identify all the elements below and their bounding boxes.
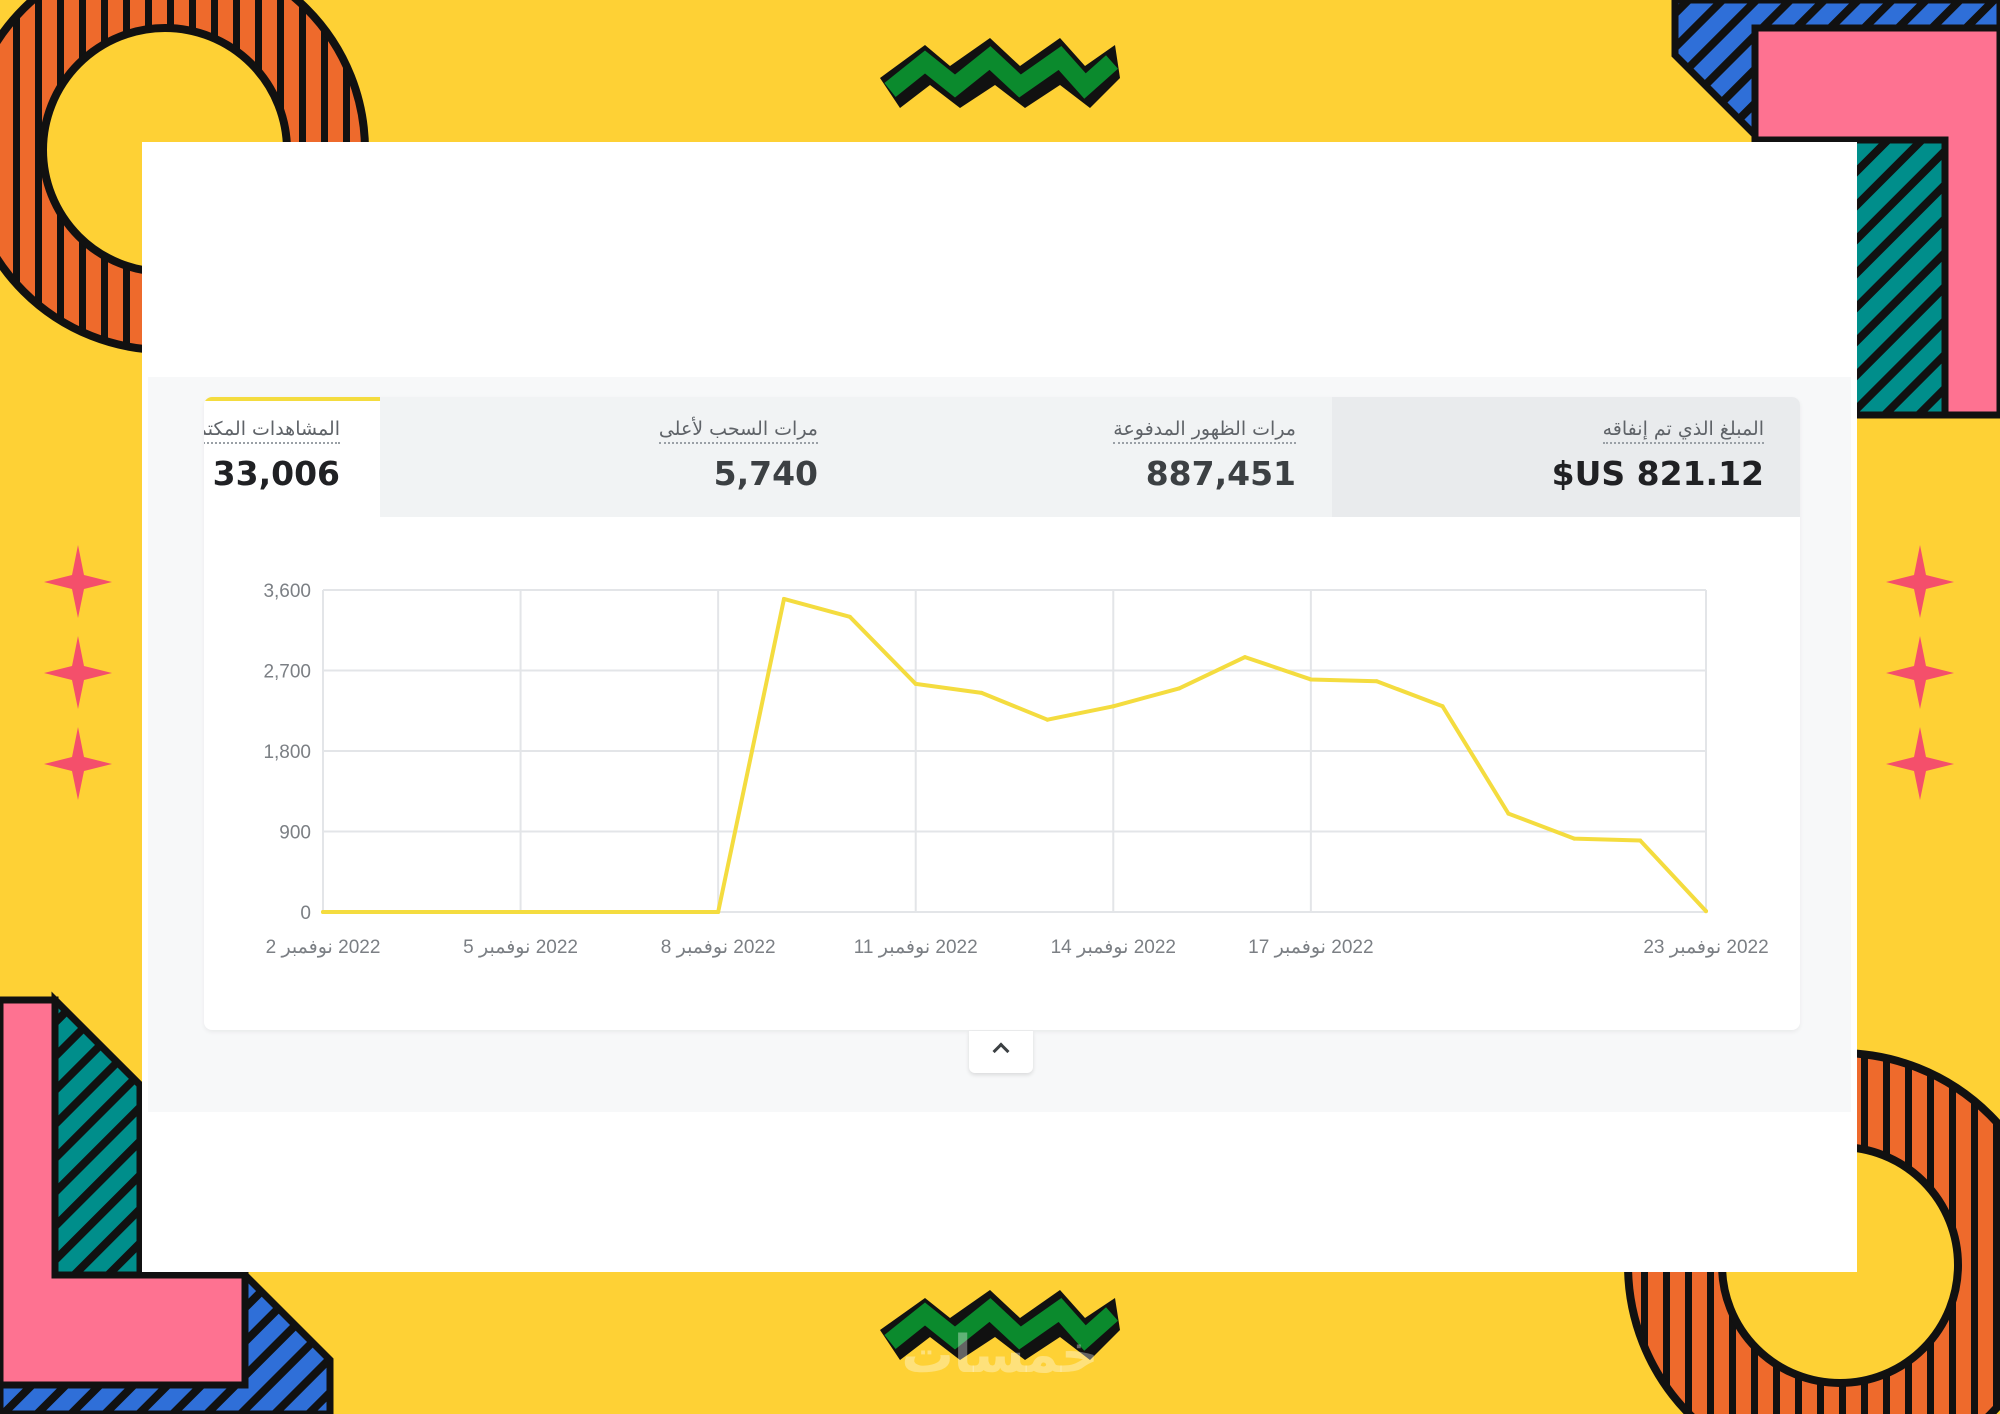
- data-point: [1704, 909, 1708, 914]
- data-point: [1374, 679, 1379, 684]
- data-point: [1506, 811, 1511, 816]
- tab-completed-views-label: المشاهدات المكتملة: [204, 418, 340, 444]
- l-shape-decoration-top-right: [1671, 0, 2000, 419]
- data-point: [321, 910, 325, 914]
- watermark-text: خمسات: [901, 1325, 1099, 1385]
- y-tick-label: 900: [279, 823, 311, 844]
- data-point: [716, 910, 721, 914]
- data-point: [1638, 838, 1643, 843]
- tab-completed-views[interactable]: المشاهدات المكتملة 33,006: [204, 397, 380, 517]
- metrics-card: المشاهدات المكتملة 33,006 مرات السحب لأع…: [204, 397, 1800, 1030]
- tab-amount-spent[interactable]: المبلغ الذي تم إنفاقه $US 821.12: [1332, 397, 1800, 517]
- y-tick-label: 3,600: [263, 581, 311, 602]
- data-point: [1111, 704, 1116, 709]
- x-tick-label: 2022 نوفمبر 8: [661, 937, 776, 958]
- sparkle-decorations-right: [1886, 545, 1954, 800]
- chevron-up-icon: [992, 1042, 1010, 1060]
- data-point: [518, 910, 523, 914]
- x-tick-label: 2022 نوفمبر 17: [1248, 937, 1373, 958]
- line-chart: 3,600 2,700 1,800 900 0 2022 نوفمبر 2 2022 نوف…: [263, 581, 1768, 958]
- data-point: [1440, 704, 1445, 709]
- tab-amount-spent-label: المبلغ الذي تم إنفاقه: [1602, 418, 1764, 444]
- data-point: [1177, 686, 1182, 691]
- tab-swipe-ups[interactable]: مرات السحب لأعلى 5,740: [380, 397, 854, 517]
- data-point: [1572, 836, 1577, 841]
- sparkle-decorations-left: [44, 545, 112, 800]
- x-tick-label: 2022 نوفمبر 23: [1643, 937, 1768, 958]
- tab-completed-views-value: 33,006: [212, 454, 340, 493]
- series-line: [321, 596, 1708, 914]
- x-tick-label: 2022 نوفمبر 14: [1051, 937, 1176, 958]
- data-point: [1308, 677, 1313, 682]
- data-point: [1045, 717, 1050, 722]
- data-point: [650, 910, 655, 914]
- tab-paid-impressions[interactable]: مرات الظهور المدفوعة 887,451: [854, 397, 1332, 517]
- tab-paid-impressions-label: مرات الظهور المدفوعة: [1113, 418, 1296, 444]
- data-point: [979, 690, 984, 695]
- zigzag-decoration-bottom: [880, 1290, 1120, 1360]
- tab-swipe-ups-label: مرات السحب لأعلى: [658, 418, 818, 444]
- data-point: [452, 910, 457, 914]
- y-tick-label: 2,700: [263, 662, 311, 683]
- tab-swipe-ups-value: 5,740: [713, 454, 818, 493]
- x-tick-label: 2022 نوفمبر 11: [854, 937, 978, 958]
- tab-amount-spent-value: $US 821.12: [1551, 454, 1764, 493]
- x-tick-label: 2022 نوفمبر 5: [463, 937, 578, 958]
- data-point: [1243, 655, 1247, 660]
- data-point: [386, 910, 391, 914]
- y-tick-label: 1,800: [263, 742, 311, 763]
- data-point: [913, 681, 918, 686]
- data-point: [584, 910, 589, 914]
- l-shape-decoration-bottom-left: [0, 991, 334, 1414]
- collapse-button[interactable]: [969, 1031, 1033, 1073]
- x-tick-label: 2022 نوفمبر 2: [266, 937, 381, 958]
- zigzag-decoration-top: [880, 38, 1120, 108]
- tab-paid-impressions-value: 887,451: [1145, 454, 1296, 493]
- data-point: [847, 614, 852, 619]
- data-point: [782, 596, 786, 601]
- y-tick-label: 0: [300, 903, 311, 924]
